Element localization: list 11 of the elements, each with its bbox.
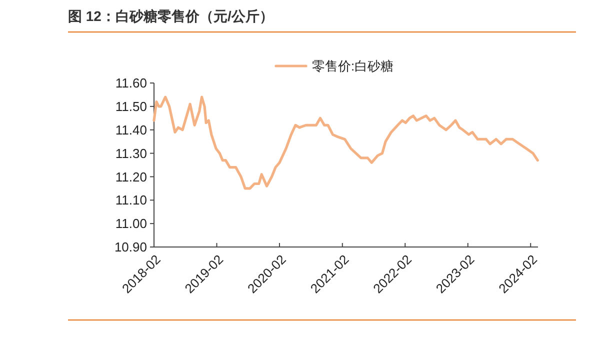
y-tick-label: 10.90 xyxy=(114,240,147,255)
y-tick-label: 11.60 xyxy=(115,76,147,91)
y-tick-label: 11.10 xyxy=(115,192,147,208)
y-tick-label: 11.20 xyxy=(115,169,147,184)
y-tick-label: 11.40 xyxy=(115,122,147,138)
y-tick-label: 11.30 xyxy=(115,146,147,161)
legend-label: 零售价:白砂糖 xyxy=(312,58,394,74)
y-tick-label: 11.00 xyxy=(115,216,147,232)
y-tick-label: 11.50 xyxy=(115,98,147,114)
line-series xyxy=(152,96,539,190)
chart-title: 图 12：白砂糖零售价（元/公斤） xyxy=(68,8,274,24)
